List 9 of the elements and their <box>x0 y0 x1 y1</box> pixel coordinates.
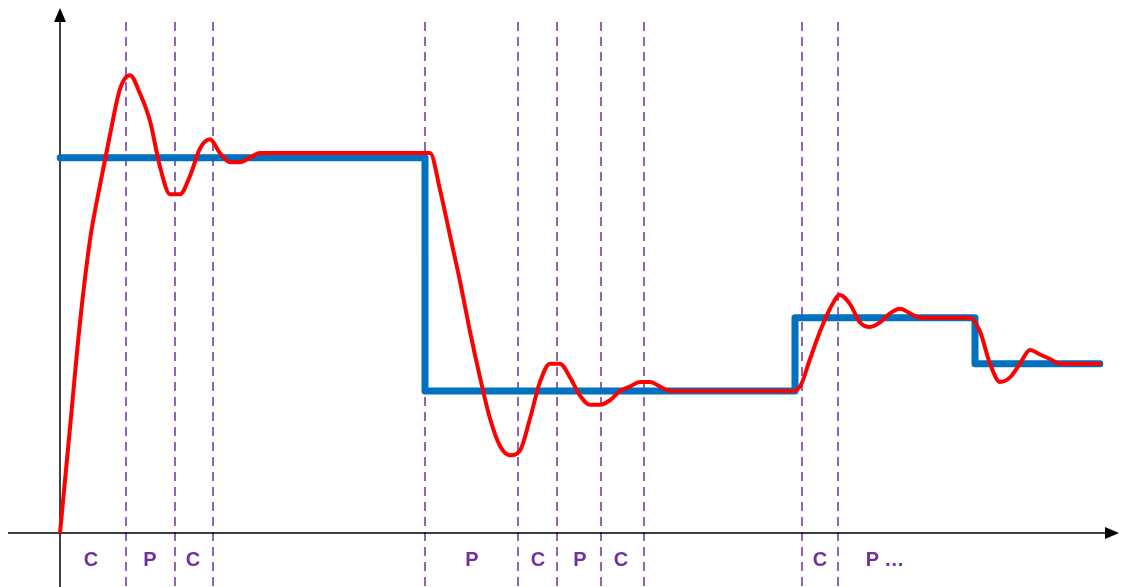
text: C <box>613 547 629 570</box>
text: C <box>83 547 99 570</box>
text: C <box>812 547 828 570</box>
text: C <box>185 547 201 570</box>
text: P … <box>865 547 905 570</box>
text: C <box>530 547 546 570</box>
text: P <box>143 547 157 570</box>
text: P <box>465 547 479 570</box>
text: P <box>573 547 587 570</box>
